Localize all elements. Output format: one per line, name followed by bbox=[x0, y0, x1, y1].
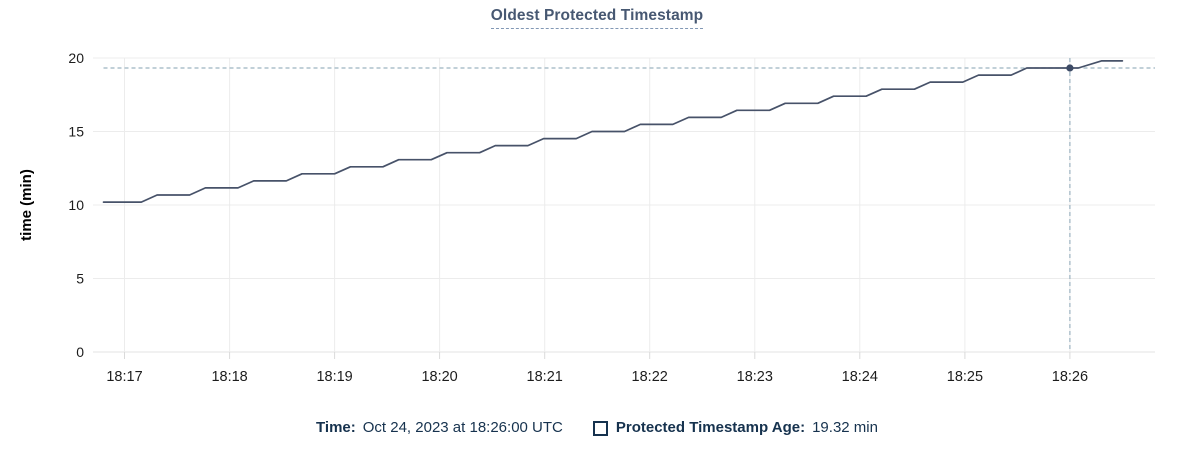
x-tick-label: 18:18 bbox=[211, 369, 247, 385]
line-chart[interactable]: 0 5 10 15 20 18:17 18:18 18:19 18:20 18:21 18:22 18… bbox=[0, 0, 1194, 402]
chart-title-row: Oldest Protected Timestamp bbox=[0, 7, 1194, 29]
x-tick-label: 18:22 bbox=[632, 369, 668, 385]
x-tick-label: 18:21 bbox=[527, 369, 563, 385]
chart-title[interactable]: Oldest Protected Timestamp bbox=[490, 7, 704, 29]
chart-tooltip-legend: Time: Oct 24, 2023 at 18:26:00 UTC Prote… bbox=[0, 418, 1194, 438]
series-swatch-icon[interactable] bbox=[592, 420, 608, 436]
y-tick-label: 15 bbox=[68, 124, 84, 140]
y-tick-label: 20 bbox=[68, 50, 84, 66]
tooltip-time-value: Oct 24, 2023 at 18:26:00 UTC bbox=[362, 419, 563, 436]
tooltip-time-label: Time: bbox=[316, 419, 356, 436]
x-tick-label: 18:25 bbox=[947, 369, 983, 385]
tooltip-age-value: 19.32 min bbox=[812, 419, 878, 436]
x-tick-label: 18:23 bbox=[737, 369, 773, 385]
x-tick-label: 18:19 bbox=[316, 369, 352, 385]
y-tick-label: 5 bbox=[76, 271, 84, 287]
y-axis-title: time (min) bbox=[18, 169, 35, 241]
hover-point-marker bbox=[1066, 64, 1074, 72]
tooltip-age-label: Protected Timestamp Age: bbox=[615, 419, 806, 436]
x-tick-label: 18:24 bbox=[842, 369, 878, 385]
x-tick-label: 18:17 bbox=[106, 369, 142, 385]
x-tick-label: 18:20 bbox=[421, 369, 457, 385]
y-tick-label: 10 bbox=[68, 197, 84, 213]
y-tick-label: 0 bbox=[76, 344, 84, 360]
x-tick-label: 18:26 bbox=[1052, 369, 1088, 385]
series-line[interactable] bbox=[102, 60, 1124, 203]
